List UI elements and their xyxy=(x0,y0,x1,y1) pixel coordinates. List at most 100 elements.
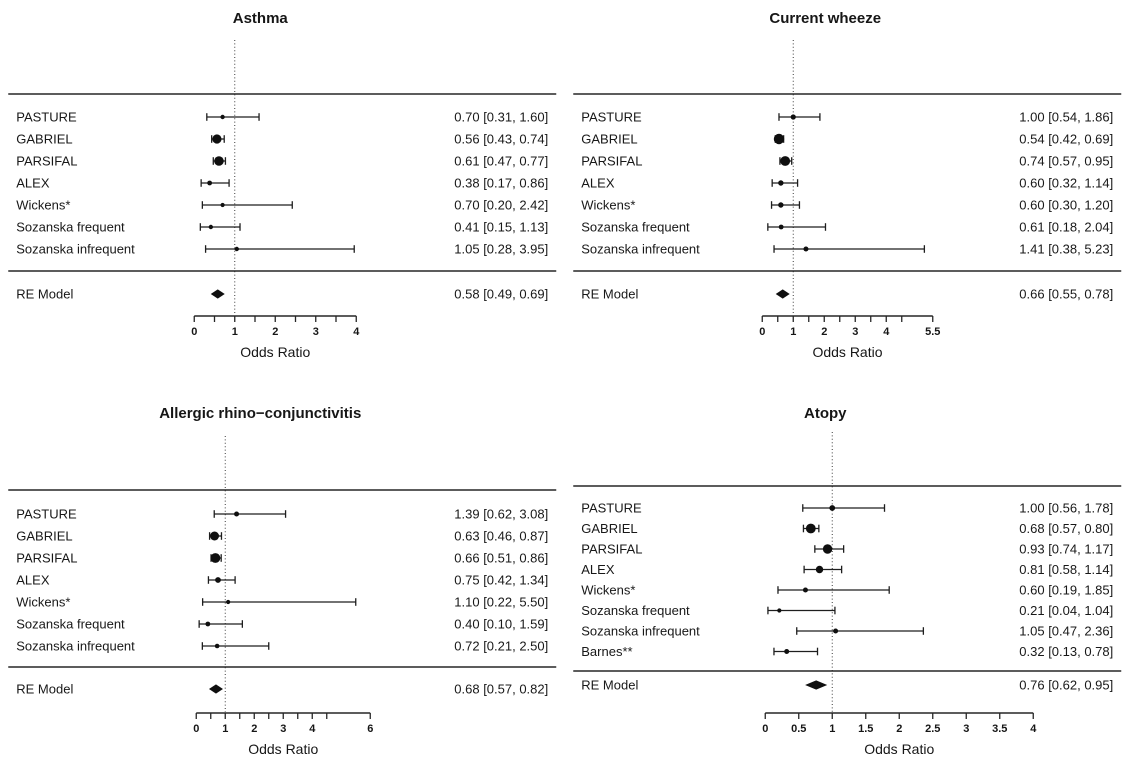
estimate-label: 0.21 [0.04, 1.04] xyxy=(1019,603,1113,618)
study-label: Sozanska frequent xyxy=(16,220,125,235)
estimate-label: 0.75 [0.42, 1.34] xyxy=(454,573,548,588)
axis-tick-label: 1.5 xyxy=(858,723,873,735)
study-row-wickens: Wickens* 0.60 [0.30, 1.20] xyxy=(581,198,1113,213)
estimate-label: 0.41 [0.15, 1.13] xyxy=(454,220,548,235)
study-label: PARSIFAL xyxy=(581,154,642,169)
study-row-sozanska-frequent: Sozanska frequent 0.41 [0.15, 1.13] xyxy=(16,220,548,235)
study-label: Sozanska frequent xyxy=(581,603,690,618)
axis-title: Odds Ratio xyxy=(248,741,318,757)
axis-tick-label: 2 xyxy=(896,723,902,735)
axis-tick-label: 3 xyxy=(963,723,969,735)
estimate-label: 1.39 [0.62, 3.08] xyxy=(454,507,548,522)
study-row-sozanska-frequent: Sozanska frequent 0.61 [0.18, 2.04] xyxy=(581,220,1113,235)
panel-title: Asthma xyxy=(233,10,289,27)
effect-point xyxy=(214,643,220,649)
estimate-label: 0.63 [0.46, 0.87] xyxy=(454,529,548,544)
summary-label: RE Model xyxy=(581,287,638,302)
axis-tick-label: 3 xyxy=(280,723,286,735)
study-label: PASTURE xyxy=(581,110,642,125)
axis-tick-label: 5.5 xyxy=(925,326,940,338)
study-label: ALEX xyxy=(581,176,615,191)
summary-label: RE Model xyxy=(16,287,73,302)
study-label: GABRIEL xyxy=(581,521,637,536)
estimate-label: 1.10 [0.22, 5.50] xyxy=(454,595,548,610)
axis-title: Odds Ratio xyxy=(864,741,934,757)
estimate-label: 0.56 [0.43, 0.74] xyxy=(454,132,548,147)
study-row-sozanska-infrequent: Sozanska infrequent 1.05 [0.47, 2.36] xyxy=(581,624,1113,639)
summary-diamond xyxy=(208,684,223,694)
study-label: PASTURE xyxy=(16,507,77,522)
summary-diamond xyxy=(804,680,827,690)
study-row-barnes: Barnes** 0.32 [0.13, 0.78] xyxy=(581,644,1113,659)
study-label: PARSIFAL xyxy=(16,551,77,566)
effect-point xyxy=(815,565,823,574)
study-row-parsifal: PARSIFAL 0.61 [0.47, 0.77] xyxy=(16,154,548,169)
study-row-pasture: PASTURE 1.00 [0.54, 1.86] xyxy=(581,110,1113,125)
effect-point xyxy=(776,608,781,613)
effect-point xyxy=(828,505,835,511)
effect-point xyxy=(773,133,784,145)
study-row-sozanska-infrequent: Sozanska infrequent 0.72 [0.21, 2.50] xyxy=(16,639,548,654)
study-row-pasture: PASTURE 0.70 [0.31, 1.60] xyxy=(16,110,548,125)
study-row-wickens: Wickens* 1.10 [0.22, 5.50] xyxy=(16,595,548,610)
estimate-label: 0.74 [0.57, 0.95] xyxy=(1019,154,1113,169)
forest-panel-atopy: Atopy PASTURE 1.00 [0.56, 1.78] GABRIEL 0.6… xyxy=(572,405,1121,757)
summary-estimate: 0.68 [0.57, 0.82] xyxy=(454,682,548,697)
study-label: GABRIEL xyxy=(16,529,72,544)
estimate-label: 0.93 [0.74, 1.17] xyxy=(1019,542,1113,557)
study-row-pasture: PASTURE 1.39 [0.62, 3.08] xyxy=(16,507,548,522)
study-label: GABRIEL xyxy=(16,132,72,147)
axis-tick-label: 4 xyxy=(309,723,316,735)
study-row-gabriel: GABRIEL 0.56 [0.43, 0.74] xyxy=(16,132,548,147)
panel-title: Atopy xyxy=(804,405,847,422)
estimate-label: 0.60 [0.19, 1.85] xyxy=(1019,583,1113,598)
study-row-gabriel: GABRIEL 0.63 [0.46, 0.87] xyxy=(16,529,548,544)
study-row-sozanska-frequent: Sozanska frequent 0.21 [0.04, 1.04] xyxy=(581,603,1113,618)
study-row-wickens: Wickens* 0.70 [0.20, 2.42] xyxy=(16,198,548,213)
axis-tick-label: 2.5 xyxy=(925,723,940,735)
study-row-alex: ALEX 0.60 [0.32, 1.14] xyxy=(581,176,1113,191)
x-axis: 0 1 2 3 4 xyxy=(191,315,360,338)
summary-row: RE Model 0.68 [0.57, 0.82] xyxy=(16,682,548,697)
estimate-label: 0.61 [0.47, 0.77] xyxy=(454,154,548,169)
study-label: Wickens* xyxy=(16,595,70,610)
axis-tick-label: 2 xyxy=(251,723,257,735)
estimate-label: 1.41 [0.38, 5.23] xyxy=(1019,242,1113,257)
study-label: Sozanska infrequent xyxy=(16,242,135,257)
effect-point xyxy=(777,180,784,186)
axis-tick-label: 1 xyxy=(829,723,835,735)
axis-tick-label: 6 xyxy=(367,723,373,735)
estimate-label: 0.72 [0.21, 2.50] xyxy=(454,639,548,654)
axis-title: Odds Ratio xyxy=(812,344,882,360)
plot-area: PASTURE 0.70 [0.31, 1.60] GABRIEL 0.56 [0.4… xyxy=(8,40,557,338)
summary-diamond xyxy=(210,289,225,299)
effect-point xyxy=(205,621,211,627)
study-label: Sozanska infrequent xyxy=(16,639,135,654)
x-axis: 0 1 2 3 4 5.5 xyxy=(759,315,940,338)
panel-title: Current wheeze xyxy=(769,10,881,27)
study-row-parsifal: PARSIFAL 0.74 [0.57, 0.95] xyxy=(581,154,1113,169)
axis-tick-label: 3 xyxy=(313,326,319,338)
axis-tick-label: 1 xyxy=(222,723,228,735)
axis-tick-label: 2 xyxy=(821,326,827,338)
plot-area: PASTURE 1.00 [0.56, 1.78] GABRIEL 0.68 [0.5… xyxy=(572,432,1121,735)
study-row-parsifal: PARSIFAL 0.93 [0.74, 1.17] xyxy=(581,542,1113,557)
effect-point xyxy=(777,202,784,208)
effect-point xyxy=(226,599,231,605)
forest-panel-allergic-rhino-conjunctivitis: Allergic rhino−conjunctivitis PASTURE 1.3… xyxy=(8,405,557,757)
estimate-label: 0.40 [0.10, 1.59] xyxy=(454,617,548,632)
study-label: Wickens* xyxy=(581,583,635,598)
study-row-parsifal: PARSIFAL 0.66 [0.51, 0.86] xyxy=(16,551,548,566)
study-row-alex: ALEX 0.75 [0.42, 1.34] xyxy=(16,573,548,588)
study-row-gabriel: GABRIEL 0.54 [0.42, 0.69] xyxy=(581,132,1113,147)
estimate-label: 1.00 [0.56, 1.78] xyxy=(1019,501,1113,516)
study-label: Sozanska infrequent xyxy=(581,242,700,257)
axis-tick-label: 4 xyxy=(353,326,360,338)
axis-tick-label: 3.5 xyxy=(992,723,1007,735)
panel-title: Allergic rhino−conjunctivitis xyxy=(159,405,361,422)
study-row-wickens: Wickens* 0.60 [0.19, 1.85] xyxy=(581,583,1113,598)
estimate-label: 0.32 [0.13, 0.78] xyxy=(1019,644,1113,659)
axis-tick-label: 4 xyxy=(883,326,890,338)
effect-point xyxy=(802,246,808,252)
study-label: PARSIFAL xyxy=(581,542,642,557)
